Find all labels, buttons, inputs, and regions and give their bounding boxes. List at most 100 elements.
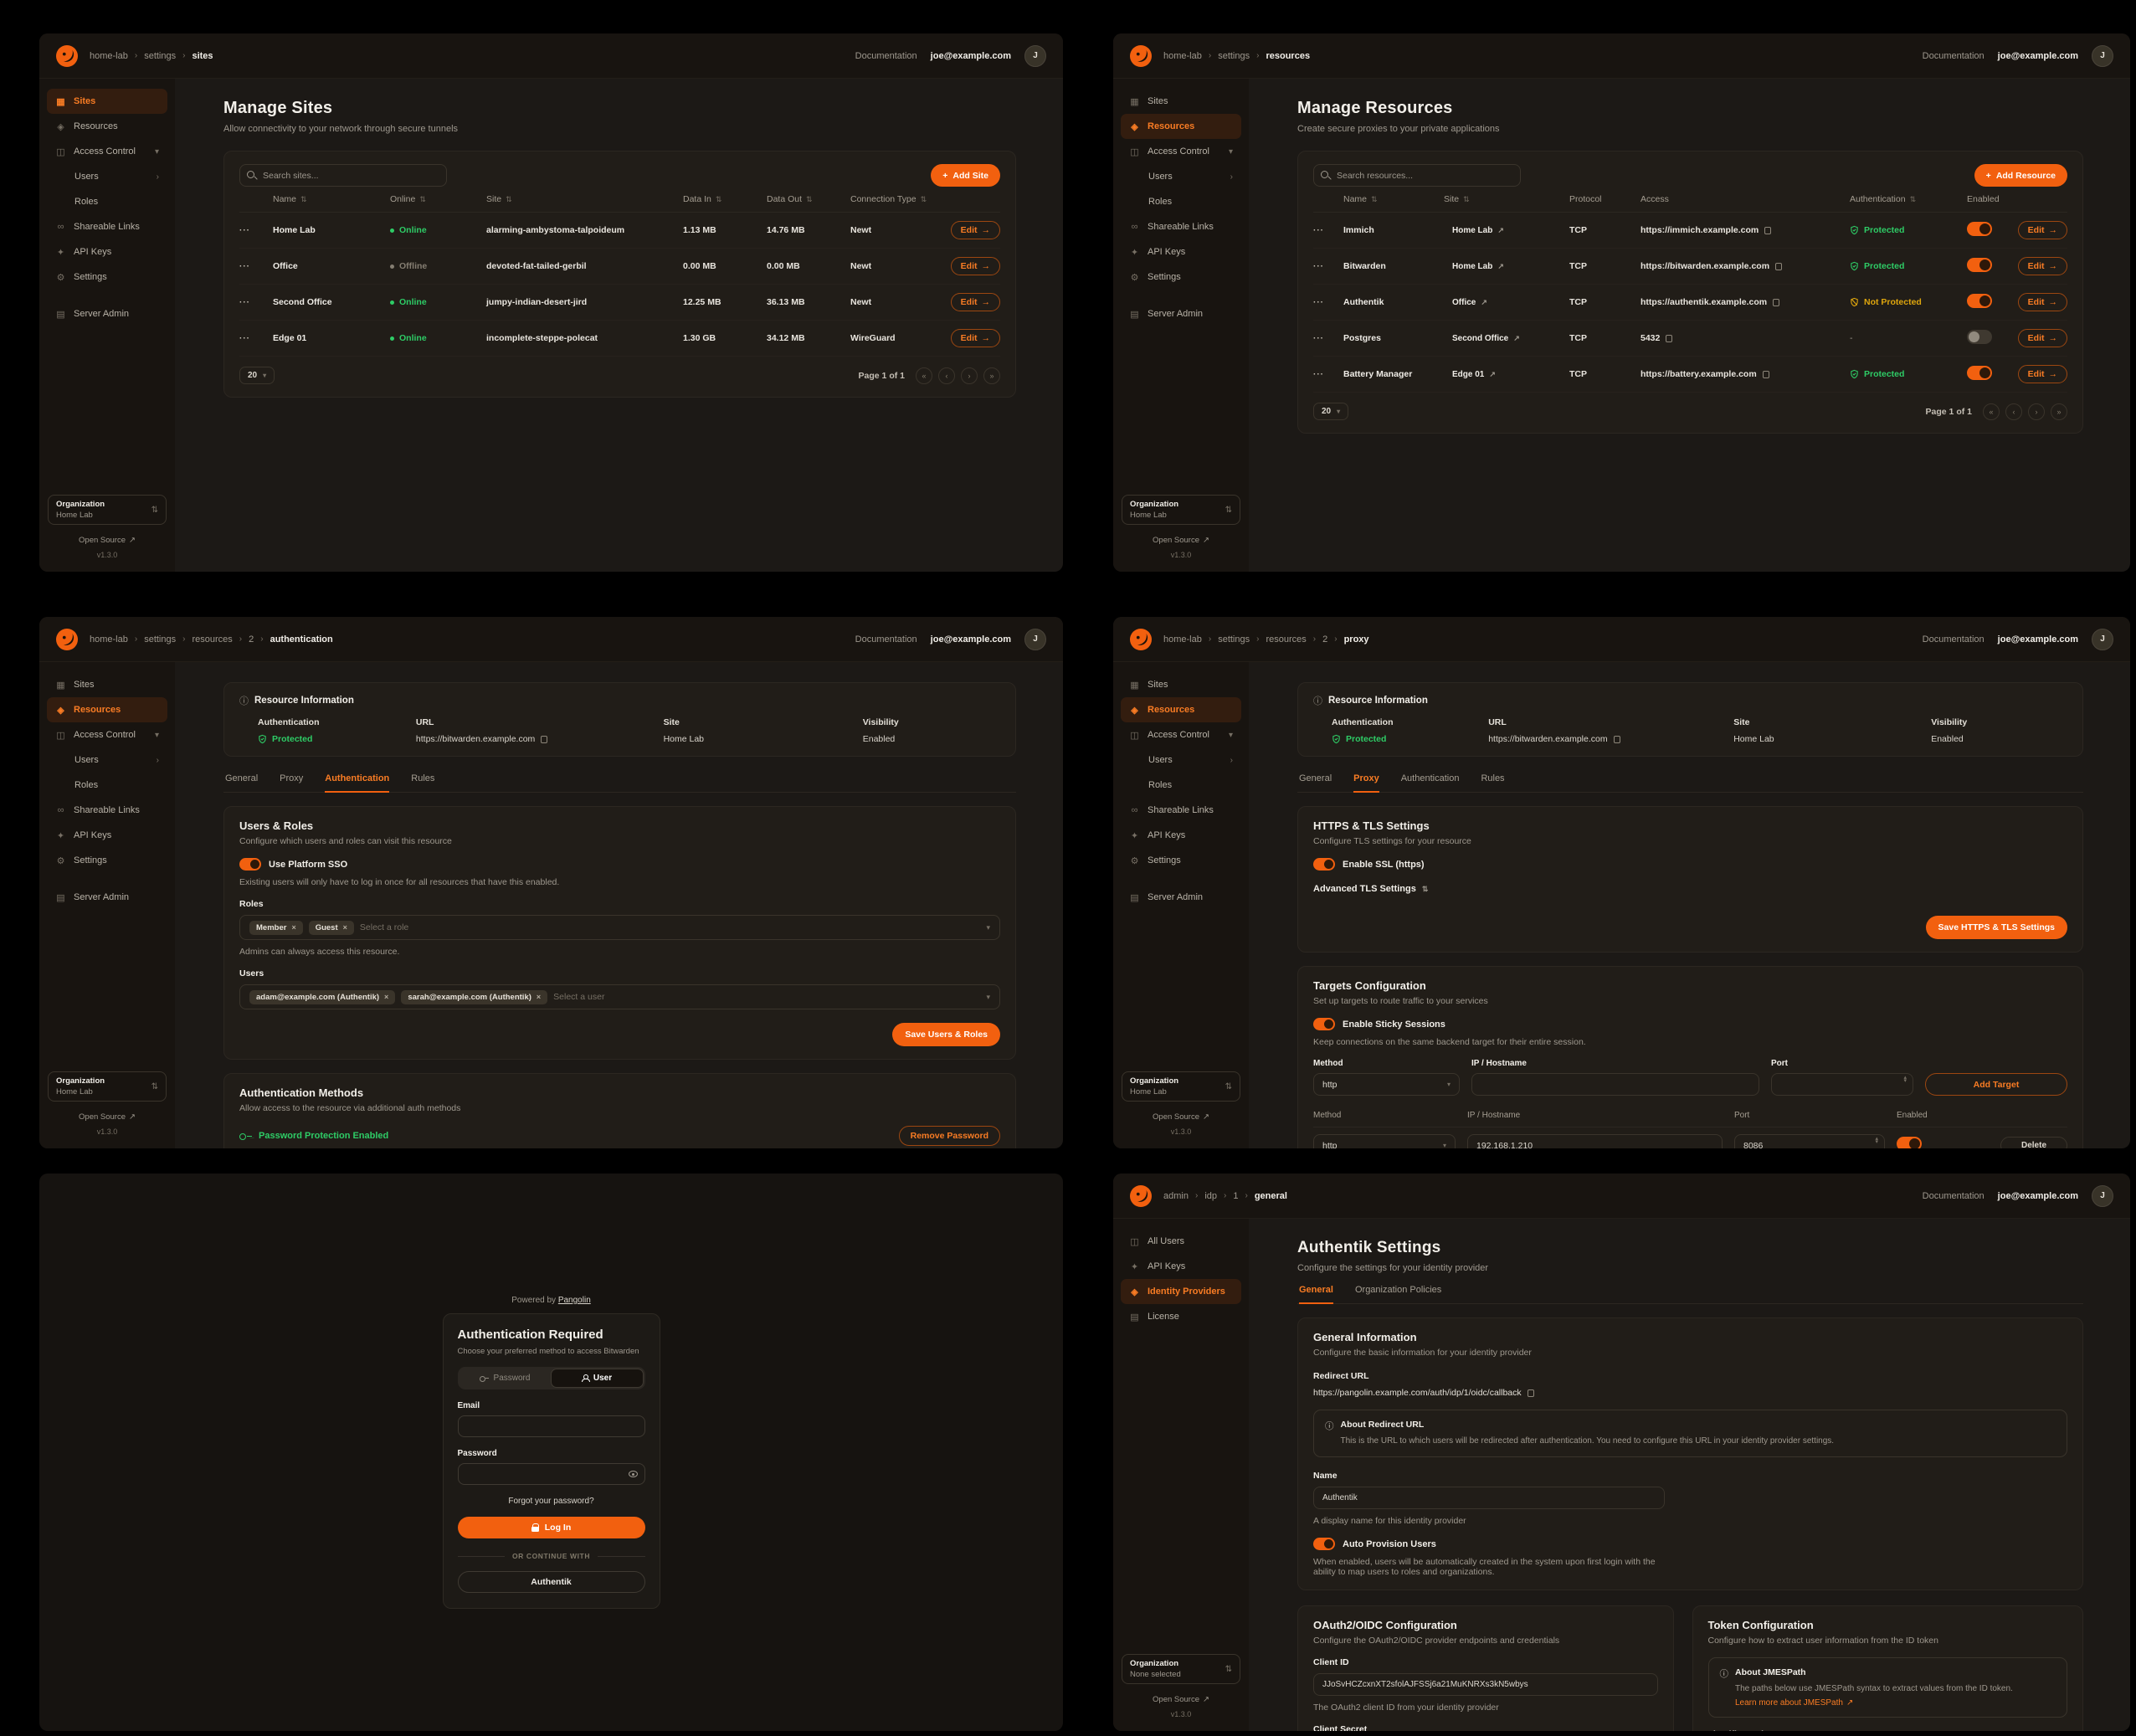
sidebar-item-users[interactable]: Users ›: [47, 747, 167, 773]
sidebar-item-shareable-links[interactable]: ∞ Shareable Links: [1121, 214, 1241, 239]
last-page-button[interactable]: »: [983, 367, 1000, 384]
row-menu-icon[interactable]: ···: [1313, 225, 1324, 235]
sidebar-item-sites[interactable]: ▦ Sites: [47, 672, 167, 697]
edit-button[interactable]: Edit →: [950, 329, 1000, 347]
method-select[interactable]: http ▾: [1313, 1073, 1460, 1096]
column-name[interactable]: Name ⇅: [273, 194, 307, 204]
access-url[interactable]: https://authentik.example.com: [1641, 297, 1768, 307]
sidebar-item-access-control[interactable]: ◫ Access Control ▾: [47, 722, 167, 747]
resource-url[interactable]: https://bitwarden.example.com: [415, 734, 536, 744]
breadcrumb-item[interactable]: resources: [192, 634, 233, 645]
sidebar-item-server-admin[interactable]: ▤ Server Admin: [47, 301, 167, 326]
sidebar-item-api-keys[interactable]: ✦ API Keys: [1121, 823, 1241, 848]
sidebar-item-users[interactable]: Users ›: [47, 164, 167, 189]
column-data-in[interactable]: Data In ⇅: [683, 194, 722, 204]
copy-icon[interactable]: [1764, 223, 1775, 234]
remove-chip-icon[interactable]: ×: [291, 923, 296, 932]
breadcrumb-item-current[interactable]: general: [1254, 1190, 1287, 1201]
edit-button[interactable]: Edit →: [2017, 293, 2067, 311]
user-email[interactable]: joe@example.com: [1997, 50, 2078, 61]
user-avatar[interactable]: J: [2092, 1184, 2113, 1207]
sidebar-item-users[interactable]: Users ›: [1121, 164, 1241, 189]
port-input[interactable]: [1734, 1134, 1885, 1148]
sidebar-item-roles[interactable]: Roles: [47, 189, 167, 214]
next-page-button[interactable]: ›: [2028, 403, 2045, 420]
tab-proxy[interactable]: Proxy: [280, 773, 304, 783]
open-source-link[interactable]: Open Source ↗: [79, 1112, 136, 1122]
copy-icon[interactable]: [1762, 367, 1774, 378]
user-email[interactable]: joe@example.com: [930, 634, 1011, 645]
column-online[interactable]: Online ⇅: [390, 194, 426, 204]
sidebar-item-resources[interactable]: ◈ Resources: [47, 114, 167, 139]
stepper-icons[interactable]: ▴ ▾: [1875, 1136, 1878, 1146]
tab-general[interactable]: General: [225, 773, 259, 783]
role-chip[interactable]: Guest ×: [308, 920, 354, 935]
tab-rules[interactable]: Rules: [411, 773, 435, 783]
tab-organization-policies[interactable]: Organization Policies: [1354, 1285, 1442, 1295]
pangolin-link[interactable]: Pangolin: [557, 1296, 591, 1305]
breadcrumb-item[interactable]: home-lab: [1163, 50, 1202, 61]
site-link[interactable]: Office ↗: [1452, 297, 1487, 307]
sidebar-item-shareable-links[interactable]: ∞ Shareable Links: [1121, 798, 1241, 823]
first-page-button[interactable]: «: [916, 367, 932, 384]
site-link[interactable]: Home Lab ↗: [1452, 225, 1504, 235]
user-email[interactable]: joe@example.com: [1997, 1190, 2078, 1201]
idp-name-input[interactable]: [1313, 1487, 1665, 1509]
organization-selector[interactable]: Organization Home Lab ⇅: [48, 1071, 167, 1102]
password-field[interactable]: [457, 1463, 645, 1485]
row-menu-icon[interactable]: ···: [1313, 261, 1324, 271]
documentation-link[interactable]: Documentation: [1922, 50, 1985, 61]
user-chip[interactable]: sarah@example.com (Authentik) ×: [401, 989, 548, 1004]
pangolin-logo-icon[interactable]: [1130, 1184, 1152, 1207]
sidebar-item-sites[interactable]: ▦ Sites: [1121, 89, 1241, 114]
breadcrumb-item[interactable]: 2: [1322, 634, 1328, 645]
open-source-link[interactable]: Open Source ↗: [79, 536, 136, 545]
user-avatar[interactable]: J: [2092, 628, 2113, 650]
sidebar-item-sites[interactable]: ▦ Sites: [1121, 672, 1241, 697]
remove-password-button[interactable]: Remove Password: [898, 1126, 1000, 1146]
redirect-url[interactable]: https://pangolin.example.com/auth/idp/1/…: [1313, 1388, 1522, 1398]
tab-general[interactable]: General: [1299, 1285, 1333, 1304]
sidebar-item-license[interactable]: ▤ License: [1121, 1304, 1241, 1329]
edit-button[interactable]: Edit →: [2017, 221, 2067, 239]
prev-page-button[interactable]: ‹: [2005, 403, 2022, 420]
edit-button[interactable]: Edit →: [2017, 365, 2067, 383]
role-chip[interactable]: Member ×: [249, 920, 303, 935]
prev-page-button[interactable]: ‹: [938, 367, 955, 384]
sidebar-item-server-admin[interactable]: ▤ Server Admin: [1121, 885, 1241, 910]
pangolin-logo-icon[interactable]: [1130, 44, 1152, 67]
column-data-out[interactable]: Data Out ⇅: [767, 194, 813, 204]
documentation-link[interactable]: Documentation: [855, 634, 917, 645]
tab-user[interactable]: User: [550, 1369, 644, 1388]
eye-icon[interactable]: [628, 1471, 638, 1477]
user-avatar[interactable]: J: [1024, 628, 1046, 650]
save-users-roles-button[interactable]: Save Users & Roles: [892, 1023, 1000, 1046]
access-url[interactable]: https://battery.example.com: [1641, 369, 1757, 379]
first-page-button[interactable]: «: [1983, 403, 2000, 420]
sticky-sessions-toggle[interactable]: [1313, 1018, 1335, 1030]
sidebar-item-api-keys[interactable]: ✦ API Keys: [1121, 1254, 1241, 1279]
sidebar-item-api-keys[interactable]: ✦ API Keys: [47, 239, 167, 265]
breadcrumb-item[interactable]: settings: [1218, 50, 1250, 61]
sidebar-item-api-keys[interactable]: ✦ API Keys: [47, 823, 167, 848]
user-chip[interactable]: adam@example.com (Authentik) ×: [249, 989, 396, 1004]
breadcrumb-item[interactable]: home-lab: [1163, 634, 1202, 645]
search-sites-input[interactable]: [239, 164, 447, 187]
save-tls-button[interactable]: Save HTTPS & TLS Settings: [1925, 916, 2067, 939]
enabled-toggle[interactable]: [1967, 222, 1992, 236]
row-menu-icon[interactable]: ···: [239, 225, 250, 235]
next-page-button[interactable]: ›: [961, 367, 978, 384]
pangolin-logo-icon[interactable]: [56, 44, 78, 67]
stepper-icons[interactable]: ▴ ▾: [1903, 1075, 1907, 1085]
sidebar-item-shareable-links[interactable]: ∞ Shareable Links: [47, 214, 167, 239]
last-page-button[interactable]: »: [2051, 403, 2067, 420]
breadcrumb-item[interactable]: home-lab: [90, 50, 128, 61]
sidebar-item-users[interactable]: Users ›: [1121, 747, 1241, 773]
breadcrumb-item[interactable]: 2: [249, 634, 254, 645]
open-source-link[interactable]: Open Source ↗: [1153, 1695, 1209, 1704]
remove-chip-icon[interactable]: ×: [384, 993, 389, 1001]
enable-ssl-toggle[interactable]: [1313, 858, 1335, 871]
sidebar-item-access-control[interactable]: ◫ Access Control ▾: [47, 139, 167, 164]
copy-icon[interactable]: [1775, 259, 1786, 270]
tab-general[interactable]: General: [1299, 773, 1332, 783]
